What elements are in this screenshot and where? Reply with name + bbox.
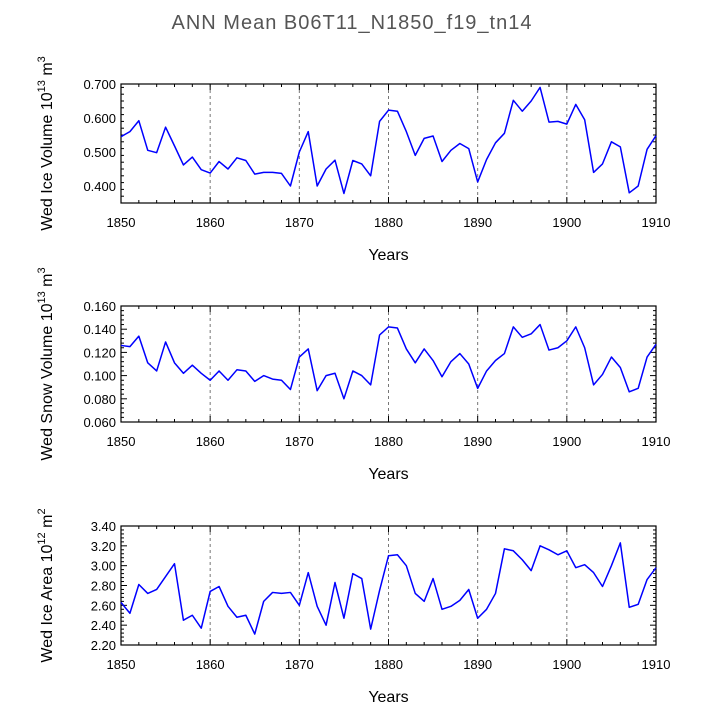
x-tick-label: 1850 bbox=[107, 434, 136, 449]
y-tick-label: 0.140 bbox=[83, 322, 116, 337]
y-tick-label: 0.400 bbox=[83, 179, 116, 194]
y-tick-label: 0.120 bbox=[83, 345, 116, 360]
x-tick-label: 1900 bbox=[552, 215, 581, 230]
x-axis-label: Years bbox=[368, 247, 408, 264]
y-axis-label-part: Wed Snow Volume 10 bbox=[39, 303, 56, 460]
x-tick-label: 1880 bbox=[374, 215, 403, 230]
x-axis-label: Years bbox=[368, 689, 408, 705]
x-tick-label: 1900 bbox=[552, 434, 581, 449]
y-tick-label: 3.40 bbox=[91, 519, 116, 534]
y-axis-label: Wed Ice Area 1012 m2 bbox=[36, 508, 56, 662]
x-tick-label: 1910 bbox=[642, 657, 671, 672]
y-tick-label: 0.060 bbox=[83, 415, 116, 430]
y-axis-label-superscript: 13 bbox=[36, 80, 48, 92]
y-tick-label: 3.20 bbox=[91, 539, 116, 554]
y-axis-label-part: m bbox=[39, 62, 56, 80]
y-axis-label-superscript: 12 bbox=[36, 532, 48, 544]
y-tick-label: 2.60 bbox=[91, 598, 116, 613]
y-tick-label: 0.100 bbox=[83, 369, 116, 384]
chart-panel-2: 1850 1860 1870 1880 1890 1900 1910 0.060 0.080 0.… bbox=[36, 267, 670, 483]
x-tick-label: 1890 bbox=[463, 215, 492, 230]
x-tick-label: 1850 bbox=[107, 657, 136, 672]
y-tick-label: 0.080 bbox=[83, 392, 116, 407]
y-axis-label-superscript: 3 bbox=[36, 56, 48, 62]
series-line bbox=[120, 542, 657, 635]
x-tick-label: 1910 bbox=[642, 434, 671, 449]
x-tick-label: 1880 bbox=[374, 657, 403, 672]
y-axis-label-superscript: 3 bbox=[36, 267, 48, 273]
x-tick-label: 1870 bbox=[285, 434, 314, 449]
plot-frame bbox=[120, 83, 657, 204]
x-tick-label: 1880 bbox=[374, 434, 403, 449]
figure-title: ANN Mean B06T11_N1850_f19_tn14 bbox=[172, 12, 533, 34]
y-axis-label-part: Wed Ice Area 10 bbox=[39, 544, 56, 662]
y-axis-label-part: m bbox=[39, 273, 56, 291]
y-axis-label: Wed Ice Volume 1013 m3 bbox=[36, 56, 56, 231]
series-line bbox=[120, 323, 657, 400]
y-axis-label-part: Wed Ice Volume 10 bbox=[39, 92, 56, 231]
x-tick-label: 1890 bbox=[463, 434, 492, 449]
x-tick-label: 1860 bbox=[196, 657, 225, 672]
y-tick-label: 2.80 bbox=[91, 579, 116, 594]
y-tick-label: 2.20 bbox=[91, 638, 116, 653]
y-axis-label-part: m bbox=[39, 515, 56, 533]
y-tick-label: 3.00 bbox=[91, 559, 116, 574]
x-tick-label: 1850 bbox=[107, 215, 136, 230]
chart-panel-1: 1850 1860 1870 1880 1890 1900 1910 0.400 0.500 0.… bbox=[36, 56, 670, 264]
x-tick-label: 1860 bbox=[196, 215, 225, 230]
x-tick-label: 1900 bbox=[552, 657, 581, 672]
x-tick-label: 1890 bbox=[463, 657, 492, 672]
y-axis-label: Wed Snow Volume 1013 m3 bbox=[36, 267, 56, 460]
series-line bbox=[120, 86, 657, 195]
x-axis-label: Years bbox=[368, 466, 408, 483]
x-tick-label: 1860 bbox=[196, 434, 225, 449]
chart-panel-3: 1850 1860 1870 1880 1890 1900 1910 2.20 2.40 2.60… bbox=[36, 508, 670, 705]
x-tick-label: 1870 bbox=[285, 215, 314, 230]
y-tick-label: 0.600 bbox=[83, 111, 116, 126]
y-tick-label: 0.700 bbox=[83, 77, 116, 92]
y-axis-label-superscript: 2 bbox=[36, 508, 48, 514]
y-tick-label: 0.500 bbox=[83, 145, 116, 160]
y-axis-label-superscript: 13 bbox=[36, 291, 48, 303]
y-tick-label: 0.160 bbox=[83, 299, 116, 314]
x-tick-label: 1910 bbox=[642, 215, 671, 230]
y-tick-label: 2.40 bbox=[91, 618, 116, 633]
x-tick-label: 1870 bbox=[285, 657, 314, 672]
